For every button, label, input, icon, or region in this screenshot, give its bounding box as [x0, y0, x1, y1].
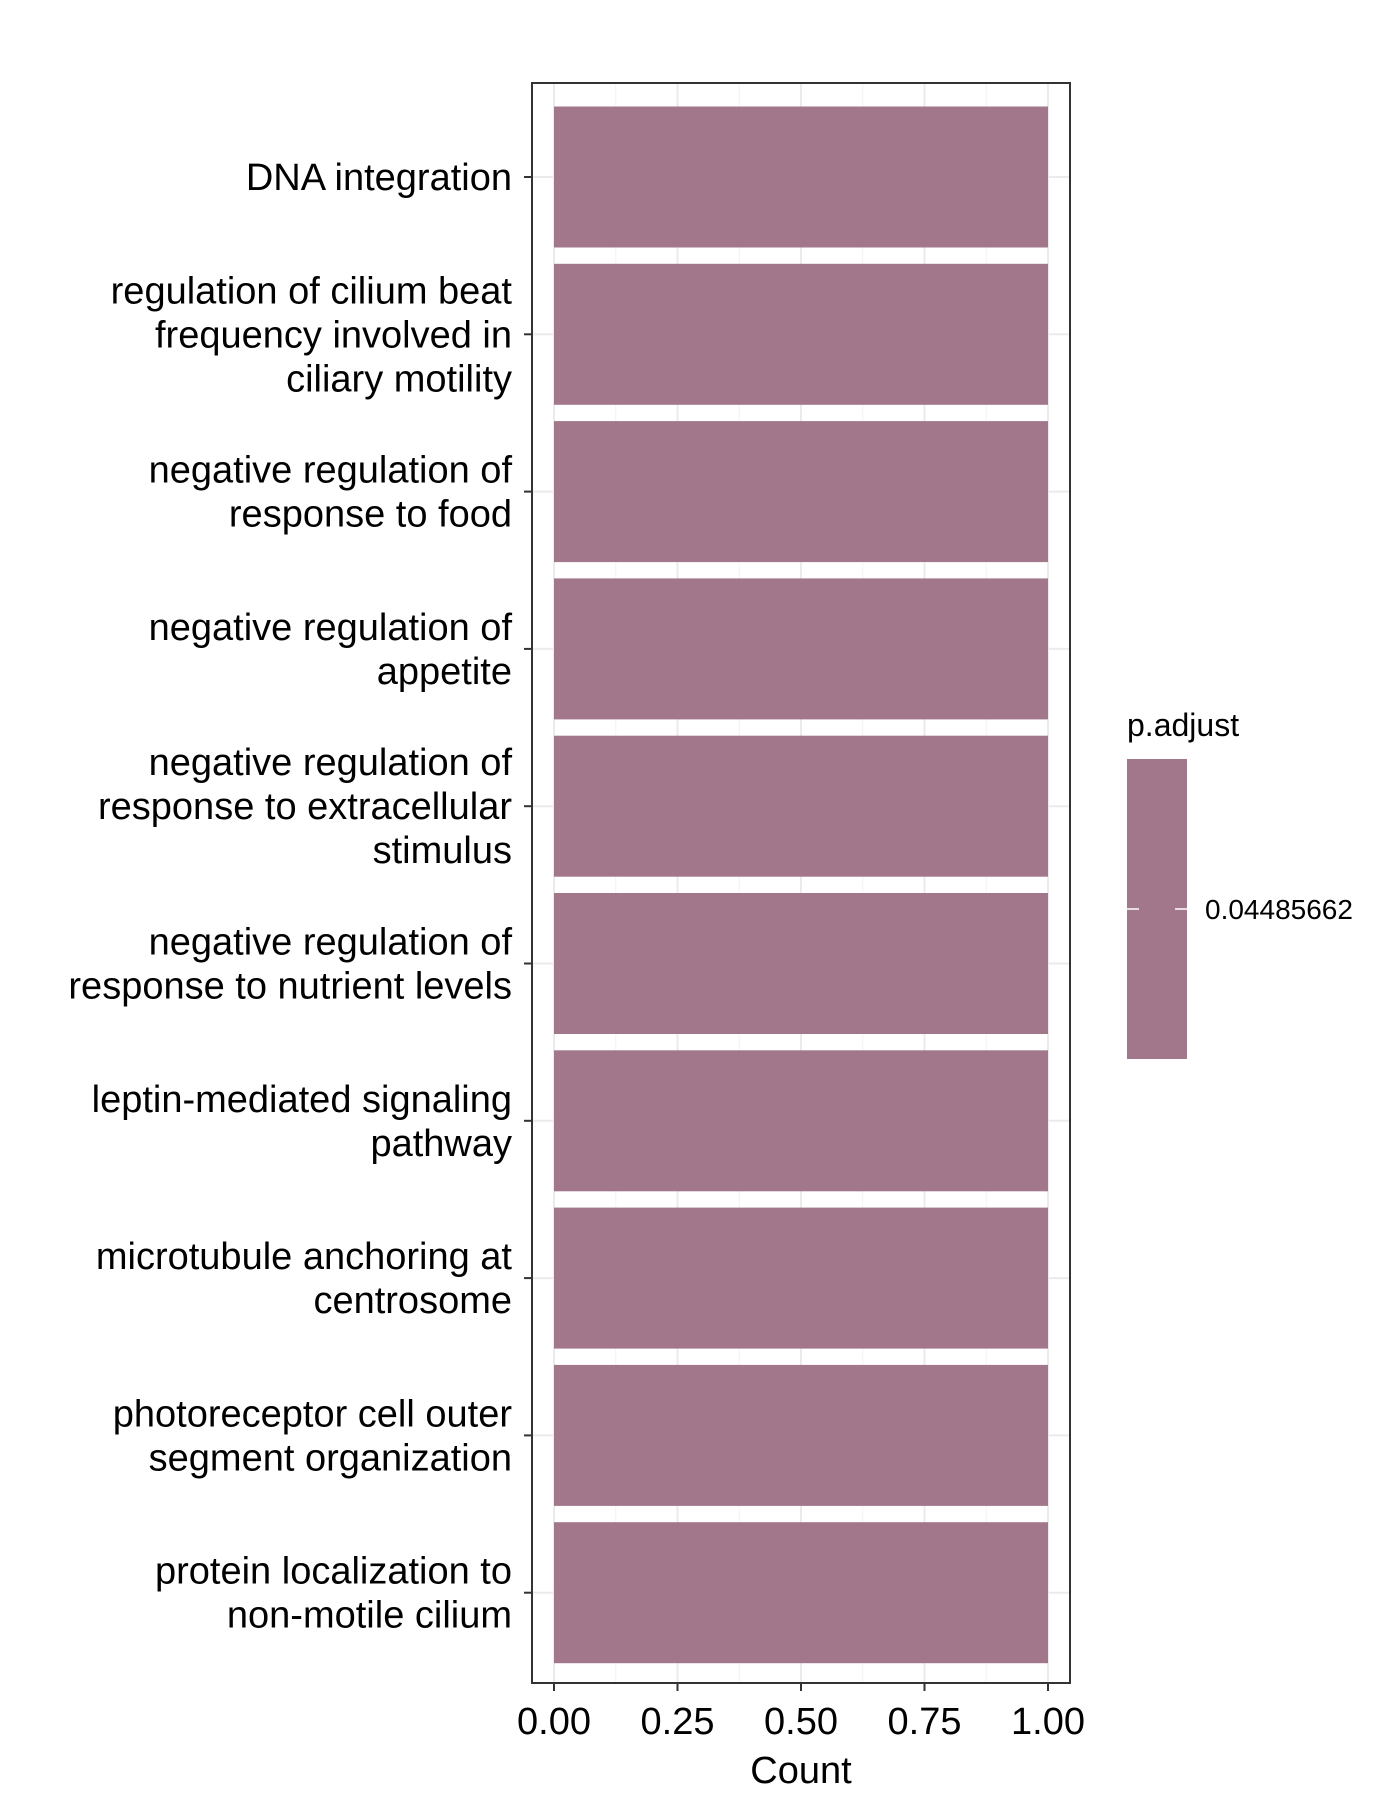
y-tick-label-line: stimulus [373, 830, 512, 872]
y-tick-label-line: negative regulation of [149, 450, 513, 492]
y-tick-label-line: DNA integration [246, 157, 512, 199]
y-tick-label: negative regulation of appetite [149, 607, 513, 693]
bar [554, 421, 1048, 563]
bar [554, 578, 1048, 720]
y-tick-label-line: ciliary motility [286, 358, 512, 400]
y-tick-label-line: centrosome [313, 1280, 512, 1322]
y-tick-label-line: leptin-mediated signaling [92, 1079, 512, 1121]
y-tick-label-line: response to food [229, 494, 512, 536]
x-tick-label: 0.75 [888, 1701, 962, 1743]
y-tick-label-line: segment organization [149, 1437, 512, 1479]
bar-layer [554, 106, 1048, 1664]
y-tick-label-line: regulation of cilium beat [111, 270, 513, 312]
y-tick-label-line: response to nutrient levels [68, 966, 512, 1008]
bar [554, 1364, 1048, 1506]
x-tick-label: 1.00 [1011, 1701, 1085, 1743]
y-tick-label: leptin-mediated signaling pathway [92, 1079, 512, 1165]
bar [554, 1207, 1048, 1349]
x-tick-label: 0.25 [641, 1701, 715, 1743]
y-tick-label: negative regulation of response to extrac… [98, 742, 512, 872]
y-tick-label-line: appetite [377, 651, 512, 693]
y-tick-label: regulation of cilium beat frequency invol… [111, 270, 513, 400]
bar [554, 106, 1048, 248]
y-tick-label: protein localization to non-motile cilium [155, 1551, 512, 1637]
y-tick-label-line: negative regulation of [149, 607, 513, 649]
y-tick-label: DNA integration [246, 157, 512, 199]
legend: p.adjust 0.04485662 [1127, 707, 1353, 1059]
y-tick-label-line: protein localization to [155, 1551, 512, 1593]
x-tick-label: 0.50 [764, 1701, 838, 1743]
y-tick-label-line: negative regulation of [149, 742, 513, 784]
legend-title: p.adjust [1127, 707, 1239, 743]
y-tick-label-line: microtubule anchoring at [96, 1236, 513, 1278]
x-tick-label: 0.00 [517, 1701, 591, 1743]
y-tick-label: photoreceptor cell outer segment organiza… [113, 1393, 513, 1479]
legend-ticks: 0.04485662 [1127, 894, 1353, 925]
y-tick-label-line: frequency involved in [155, 314, 512, 356]
bar [554, 1050, 1048, 1192]
bar [554, 1522, 1048, 1664]
x-axis: 0.00 0.25 0.50 0.75 1.00 [517, 1683, 1085, 1743]
y-tick-label-line: negative regulation of [149, 922, 513, 964]
y-tick-label-line: photoreceptor cell outer [113, 1393, 513, 1435]
y-tick-label: microtubule anchoring at centrosome [96, 1236, 513, 1322]
x-axis-title: Count [750, 1750, 852, 1792]
bar [554, 735, 1048, 877]
bar [554, 893, 1048, 1034]
y-tick-label-line: response to extracellular [98, 786, 512, 828]
y-tick-label-line: non-motile cilium [227, 1595, 512, 1637]
legend-tick-label: 0.04485662 [1205, 894, 1353, 925]
bar [554, 263, 1048, 405]
y-axis: DNA integration regulation of cilium beat… [68, 157, 532, 1637]
y-tick-label: negative regulation of response to nutrie… [68, 922, 512, 1008]
y-tick-label-line: pathway [370, 1123, 512, 1165]
y-tick-label: negative regulation of response to food [149, 450, 513, 536]
